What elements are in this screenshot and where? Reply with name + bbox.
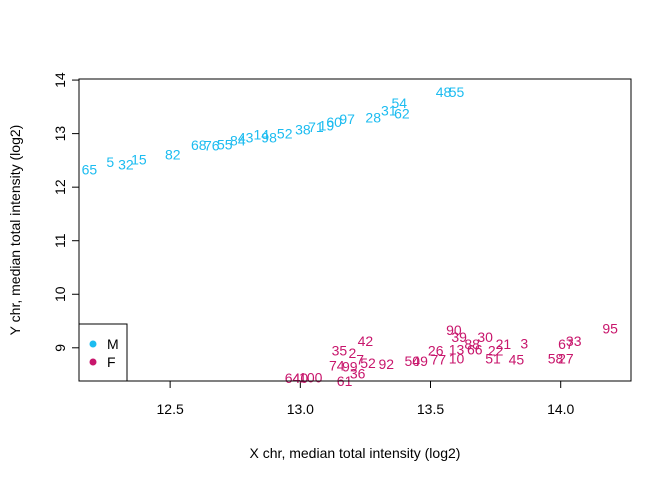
x-tick-label: 14.0 <box>547 401 574 417</box>
data-point-label: 28 <box>365 110 381 126</box>
data-point-label: 38 <box>295 121 311 137</box>
legend-marker-f <box>89 358 97 366</box>
data-point-label: 15 <box>131 151 147 167</box>
data-point-label: 55 <box>449 84 465 100</box>
data-point-label: 65 <box>82 161 98 177</box>
data-point-label: 90 <box>446 322 462 338</box>
y-tick-label: 12 <box>52 179 68 195</box>
data-point-label: 39 <box>451 329 467 345</box>
x-tick-label: 13.0 <box>287 401 314 417</box>
data-point-label: 33 <box>566 333 582 349</box>
data-point-label: 76 <box>204 137 220 153</box>
data-point-label: 10 <box>449 351 465 367</box>
data-point-label: 31 <box>381 103 397 119</box>
data-point-label: 52 <box>360 355 376 371</box>
legend-box <box>78 323 128 382</box>
data-point-label: 21 <box>496 336 512 352</box>
data-point-label: 30 <box>477 329 493 345</box>
data-point-label: 43 <box>238 129 254 145</box>
data-point-label: 64 <box>285 370 301 386</box>
plot-frame <box>78 78 632 382</box>
data-point-label: 26 <box>428 342 444 358</box>
data-point-label: 98 <box>261 129 277 145</box>
data-point-label: 5 <box>106 154 114 170</box>
y-axis-title: Y chr, median total intensity (log2) <box>7 125 23 336</box>
data-point-label: 68 <box>191 137 207 153</box>
y-tick-label: 9 <box>52 344 68 352</box>
data-point-label: 60 <box>326 114 342 130</box>
y-tick-label: 14 <box>52 72 68 88</box>
data-point-label: 13 <box>449 341 465 357</box>
data-point-label: 88 <box>464 336 480 352</box>
data-point-label: 35 <box>332 342 348 358</box>
data-point-label: 77 <box>431 352 447 368</box>
data-point-label: 27 <box>558 351 574 367</box>
x-tick-label: 13.5 <box>417 401 444 417</box>
legend: MF <box>78 323 128 382</box>
data-point-label: 66 <box>467 341 483 357</box>
data-point-label: 52 <box>277 126 293 142</box>
data-point-label: 71 <box>308 119 324 135</box>
legend-label-f: F <box>107 354 116 370</box>
data-point-label: 2 <box>348 345 356 361</box>
data-point-label: 100 <box>299 369 323 385</box>
legend-label-m: M <box>107 336 119 352</box>
data-point-label: 3 <box>520 336 528 352</box>
y-tick-label: 13 <box>52 126 68 142</box>
data-point-label: 82 <box>165 147 181 163</box>
x-tick-label: 12.5 <box>157 401 184 417</box>
data-point-label: 22 <box>488 342 504 358</box>
axes: 12.5 13.0 13.5 14.0 9 10 11 12 13 14 <box>52 72 575 417</box>
data-point-label: 95 <box>602 321 618 337</box>
data-point-label: 42 <box>358 333 374 349</box>
data-point-label: 97 <box>339 111 355 127</box>
data-point-label: 54 <box>391 95 407 111</box>
data-point-label: 7 <box>356 352 364 368</box>
data-point-label: 55 <box>217 136 233 152</box>
y-tick-label: 10 <box>52 286 68 302</box>
data-point-label: 49 <box>412 353 428 369</box>
data-point-label: 48 <box>436 84 452 100</box>
data-point-label: 74 <box>329 357 345 373</box>
data-point-label: 19 <box>319 118 335 134</box>
data-point-label: 40 <box>293 370 309 386</box>
data-point-label: 45 <box>509 352 525 368</box>
data-point-label: 32 <box>118 157 134 173</box>
data-point-label: 62 <box>394 105 410 121</box>
data-point-label: 51 <box>485 351 501 367</box>
data-point-label: 67 <box>558 336 574 352</box>
data-point-label: 84 <box>230 133 246 149</box>
data-point-label: 14 <box>253 127 269 143</box>
data-point-label: 99 <box>342 359 358 375</box>
y-tick-label: 11 <box>52 233 68 248</box>
data-point-label: 50 <box>404 353 420 369</box>
data-point-label: 36 <box>350 366 366 382</box>
data-point-label: 58 <box>548 351 564 367</box>
data-point-label: 92 <box>378 356 394 372</box>
x-axis-title: X chr, median total intensity (log2) <box>250 445 461 461</box>
legend-marker-m <box>89 340 97 348</box>
